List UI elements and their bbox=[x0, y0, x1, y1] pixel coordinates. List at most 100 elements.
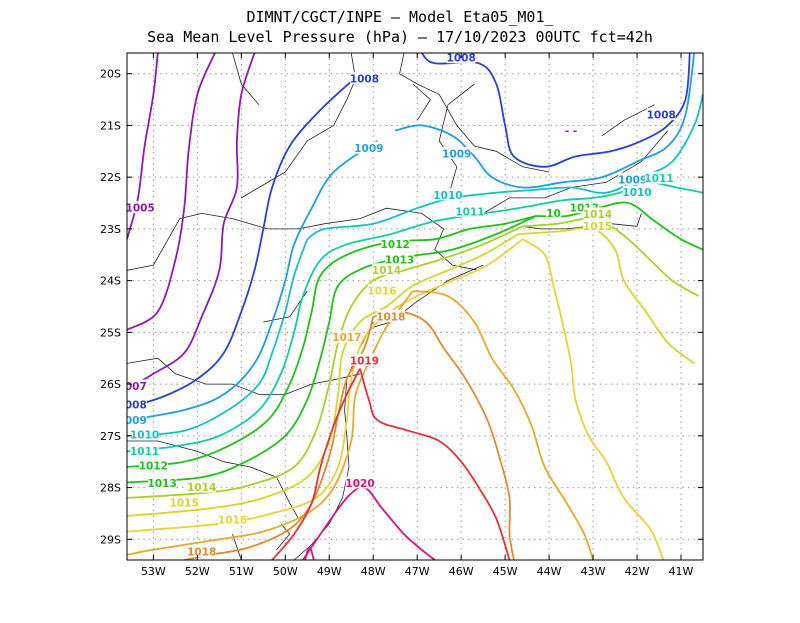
isobar-label-bg bbox=[618, 172, 647, 185]
isobar-label: 1014 bbox=[187, 482, 216, 494]
map-frame bbox=[126, 52, 704, 561]
coastline-segment bbox=[276, 523, 291, 550]
lon-tick-label: 45W bbox=[493, 565, 518, 578]
isobar-line bbox=[127, 73, 361, 409]
isobar-line bbox=[304, 546, 315, 560]
coastline-segment bbox=[482, 130, 669, 214]
coastline-segment bbox=[373, 264, 484, 328]
coastline-segment bbox=[438, 83, 475, 199]
isobar-line bbox=[127, 238, 309, 437]
isobar-label-bg bbox=[433, 188, 463, 201]
isobar-label: 1009 bbox=[442, 148, 471, 160]
isobar-label: 1016 bbox=[367, 285, 396, 297]
isobar-label-bg bbox=[127, 397, 147, 410]
isobar-label-bg bbox=[455, 204, 485, 217]
lon-tick-label: 52W bbox=[185, 565, 210, 578]
isobar-label-bg bbox=[446, 53, 476, 64]
lon-tick-label: 42W bbox=[625, 565, 650, 578]
isobar-line bbox=[271, 368, 361, 560]
isobar-label-bg bbox=[376, 309, 406, 322]
isobar-line bbox=[522, 217, 700, 297]
isobar-label: 1008 bbox=[447, 53, 476, 65]
isobar-label: 1005 bbox=[126, 203, 155, 215]
isobar-line bbox=[302, 486, 436, 560]
isobar-line bbox=[373, 310, 515, 560]
isobar-label-bg bbox=[367, 283, 397, 296]
isobar-label-bg bbox=[218, 513, 247, 526]
lon-tick-label: 50W bbox=[273, 565, 298, 578]
isobar-label: 1010 bbox=[130, 429, 159, 441]
isobar-label: 1012 bbox=[139, 460, 168, 472]
isobar-label-bg bbox=[147, 476, 177, 489]
isobar-line bbox=[127, 140, 379, 422]
lat-tick-label: 29S bbox=[100, 533, 121, 546]
isobar-label-bg bbox=[644, 171, 674, 184]
coastline-segment bbox=[232, 533, 242, 560]
lon-tick-label: 41W bbox=[669, 565, 694, 578]
isobar-label-bg bbox=[345, 476, 375, 489]
lat-tick-label: 21S bbox=[100, 119, 121, 132]
isobar-label-bg bbox=[350, 71, 379, 84]
isobar-label: 1014 bbox=[583, 209, 612, 221]
isobar-line bbox=[127, 215, 537, 468]
isobar-label-bg bbox=[381, 237, 410, 250]
lat-tick-label: 24S bbox=[100, 275, 121, 288]
isobar-label: 1019 bbox=[350, 355, 379, 367]
isobar-label-bg bbox=[139, 458, 168, 471]
lon-tick-label: 51W bbox=[229, 565, 254, 578]
isobar-label-bg bbox=[385, 252, 414, 265]
axis-ticks: 53W 52W 51W 50W 49W 48W 47W 46W 45W 44W 43W 42W 41W 2… bbox=[100, 53, 703, 578]
isobar-line bbox=[127, 53, 216, 331]
isobar-line bbox=[394, 53, 696, 189]
isobar-line bbox=[127, 53, 256, 391]
coastline-segment bbox=[232, 53, 260, 105]
isobar-label: 1012 bbox=[381, 239, 410, 251]
isobar-label-bg bbox=[647, 108, 676, 121]
title-line-2: Sea Mean Level Pressure (hPa) – 17/10/20… bbox=[147, 28, 653, 46]
isobar-label-bg bbox=[350, 353, 379, 366]
isobar-label: 1011 bbox=[455, 206, 484, 218]
isobar-label: 1013 bbox=[148, 478, 177, 490]
contour-fragment-mark: - - bbox=[565, 126, 577, 138]
isobar-label-bg bbox=[127, 379, 147, 392]
isobar-label: 1015 bbox=[583, 221, 612, 233]
isobar-label-bg bbox=[332, 330, 362, 343]
isobar-label-bg bbox=[169, 496, 199, 509]
isobar-label-bg bbox=[583, 219, 612, 232]
isobar-line bbox=[359, 368, 511, 560]
isobar-label-bg bbox=[130, 427, 159, 440]
isobar-label: 1014 bbox=[372, 265, 401, 277]
isobar-label: 1015 bbox=[170, 498, 199, 510]
lat-tick-label: 27S bbox=[100, 430, 121, 443]
lon-tick-label: 48W bbox=[361, 565, 386, 578]
lat-tick-label: 28S bbox=[100, 482, 121, 495]
isobar-label: 1011 bbox=[130, 446, 159, 458]
lon-tick-label: 43W bbox=[581, 565, 606, 578]
coastline-segment bbox=[601, 104, 655, 137]
isobar-label: 1010 bbox=[622, 187, 651, 199]
isobar-line bbox=[127, 233, 519, 517]
isobar-label: 007 bbox=[125, 381, 147, 393]
isobar-line bbox=[127, 238, 524, 533]
isobar-label: 1011 bbox=[644, 173, 673, 185]
isobar-label-bg bbox=[127, 201, 155, 214]
isobar-line bbox=[127, 225, 524, 499]
isobar-label: 1010 bbox=[433, 190, 462, 202]
isobar-line bbox=[522, 238, 665, 560]
isobar-label: 10 bbox=[546, 208, 561, 220]
isobar-label: 1016 bbox=[218, 515, 247, 527]
isobar-label-bg bbox=[545, 206, 562, 219]
isobar-line bbox=[483, 181, 703, 215]
title-line-1: DIMNT/CGCT/INPE – Model Eta05_M01_ bbox=[246, 8, 554, 26]
lat-tick-label: 20S bbox=[100, 68, 121, 81]
isobar-line bbox=[518, 227, 695, 365]
coastline-segment bbox=[127, 440, 299, 519]
isobar-label-bg bbox=[583, 207, 612, 220]
isobar-line bbox=[306, 94, 703, 240]
isobar-label-bg bbox=[130, 444, 159, 457]
lat-tick-label: 22S bbox=[100, 171, 121, 184]
lon-tick-label: 44W bbox=[537, 565, 562, 578]
isobar-label-bg bbox=[372, 263, 401, 276]
isobar-line bbox=[127, 290, 414, 556]
